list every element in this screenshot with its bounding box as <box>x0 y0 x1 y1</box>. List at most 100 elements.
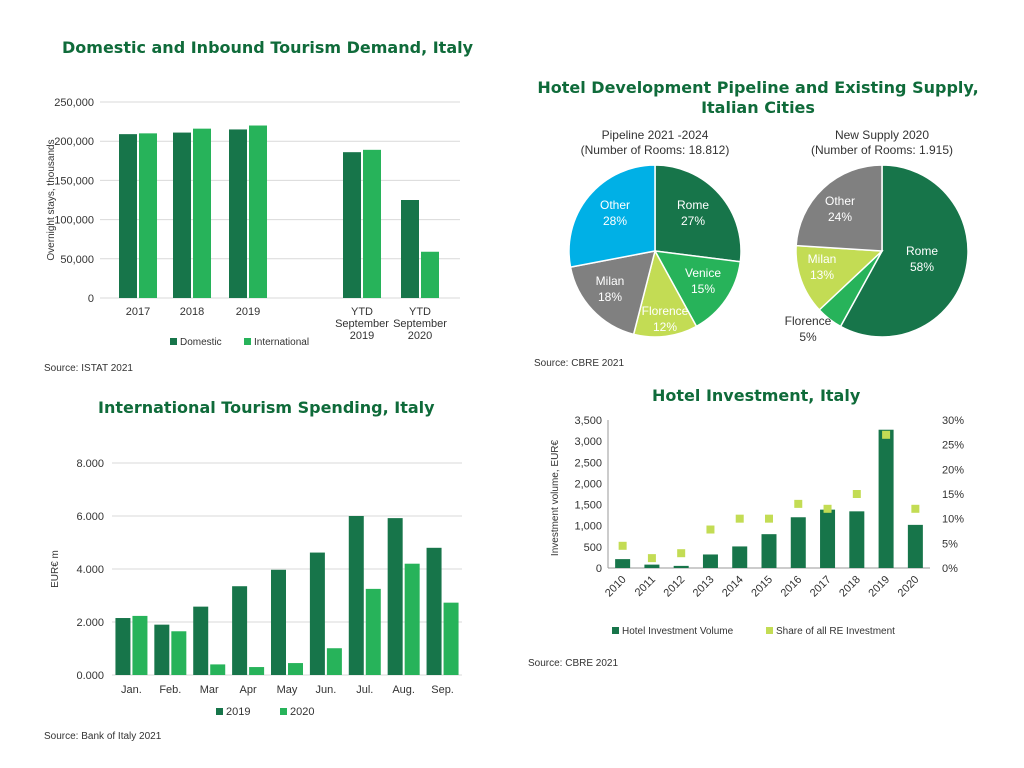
x-tick-label: September <box>393 318 447 330</box>
x-tick-label: Jan. <box>121 684 142 696</box>
legend-label: Domestic <box>180 337 222 348</box>
pie2-title-line2: (Number of Rooms: 1.915) <box>811 143 953 157</box>
bar-2019 <box>154 624 170 675</box>
pie1-slice-label: Milan <box>596 274 625 288</box>
bar-investment-volume <box>732 546 748 568</box>
y-tick-label: 150,000 <box>54 175 94 187</box>
pipeline-title-line1: Hotel Development Pipeline and Existing … <box>537 78 979 97</box>
share-marker <box>618 541 627 550</box>
pie2-slice-value: 24% <box>828 210 852 224</box>
bar-investment-volume <box>790 517 806 568</box>
share-marker <box>647 554 656 563</box>
x-tick-label: September <box>335 318 389 330</box>
y-tick-label: 0 <box>596 563 602 575</box>
pie1-slice-value: 12% <box>653 320 677 334</box>
y-tick-label: 6.000 <box>76 511 104 523</box>
y2-tick-label: 15% <box>942 489 964 501</box>
pie1-slice-value: 15% <box>691 282 715 296</box>
y-tick-label: 1,000 <box>574 521 602 533</box>
bar-investment-volume <box>907 524 923 568</box>
pie1-title-line2: (Number of Rooms: 18.812) <box>581 143 730 157</box>
bar-investment-volume <box>615 559 631 568</box>
domestic-chart-title: Domestic and Inbound Tourism Demand, Ita… <box>62 38 474 57</box>
pie1-slice-rome <box>654 164 742 263</box>
x-tick-label: Jul. <box>356 684 373 696</box>
y-tick-label: 4.000 <box>76 564 104 576</box>
bar-2020 <box>171 631 187 675</box>
bar-investment-volume <box>761 534 777 568</box>
x-tick-label: 2018 <box>180 306 204 318</box>
x-tick-label: 2011 <box>633 574 658 599</box>
x-tick-label: Mar <box>200 684 219 696</box>
bar-domestic <box>343 152 361 298</box>
x-tick-label: Jun. <box>315 684 336 696</box>
x-tick-label: Aug. <box>392 684 415 696</box>
share-marker <box>794 499 803 508</box>
pie1-title-line1: Pipeline 2021 -2024 <box>602 128 709 142</box>
x-tick-label: 2015 <box>749 574 775 600</box>
y-tick-label: 8.000 <box>76 458 104 470</box>
investment-source: Source: CBRE 2021 <box>528 658 619 669</box>
y-axis-label: Overnight stays, thousands <box>46 139 57 260</box>
pipeline-pies: Pipeline 2021 -2024 (Number of Rooms: 18… <box>568 128 969 344</box>
x-tick-label: 2016 <box>779 574 805 600</box>
bar-investment-volume <box>644 564 660 568</box>
share-marker <box>765 514 773 523</box>
pie1-slice-label: Florence <box>642 304 689 318</box>
x-tick-label: 2017 <box>808 574 834 600</box>
bar-2019 <box>193 606 209 675</box>
y-tick-label: 0 <box>88 293 94 305</box>
spending-chart: 0.000 2.000 4.000 6.000 8.000 EUR€ m Jan. Feb. M… <box>50 458 462 718</box>
x-tick-label: 2012 <box>662 574 688 600</box>
bar-investment-volume <box>702 554 718 568</box>
pie1-slice-value: 18% <box>598 290 622 304</box>
bar-2020 <box>210 664 226 675</box>
bar-2020 <box>326 648 342 675</box>
share-marker <box>911 504 920 513</box>
y2-tick-label: 0% <box>942 563 958 575</box>
legend-label: International <box>254 337 309 348</box>
investment-chart: 0 500 1,000 1,500 2,000 2,500 3,000 3,500 0% 5% 10… <box>550 415 964 637</box>
y-tick-label: 500 <box>584 542 602 554</box>
x-tick-label: 2017 <box>126 306 150 318</box>
pie2-slice-value: 58% <box>910 260 934 274</box>
y-tick-label: 50,000 <box>60 254 94 266</box>
bar-domestic <box>229 129 247 298</box>
share-marker <box>823 504 832 513</box>
pie2-title-line1: New Supply 2020 <box>835 128 929 142</box>
x-tick-label: 2019 <box>866 574 892 600</box>
bar-international <box>363 149 381 298</box>
legend-swatch <box>244 338 251 345</box>
legend-swatch <box>612 627 619 634</box>
pie1-slice-label: Rome <box>677 198 709 212</box>
bar-domestic <box>119 134 137 298</box>
bar-international <box>139 133 157 298</box>
pipeline-chart-title: Hotel Development Pipeline and Existing … <box>528 78 988 118</box>
x-tick-label: 2013 <box>691 574 717 600</box>
bar-international <box>249 125 267 298</box>
pie1-slice-venice <box>653 250 742 328</box>
pie2-slice-other <box>795 164 883 252</box>
bar-2019 <box>426 547 442 675</box>
legend-label: 2020 <box>290 706 314 718</box>
bar-investment-volume <box>820 509 836 568</box>
share-marker <box>852 490 861 498</box>
bar-2019 <box>232 586 248 675</box>
spending-chart-title: International Tourism Spending, Italy <box>98 398 435 417</box>
bar-2019 <box>309 552 325 675</box>
x-tick-label: May <box>277 684 298 696</box>
bar-domestic <box>173 132 191 298</box>
bar-2019 <box>271 569 286 675</box>
bar-domestic <box>401 200 419 298</box>
y-axis-label: EUR€ m <box>50 550 61 588</box>
pie2-slice-label: Other <box>825 194 855 208</box>
share-marker <box>677 549 686 558</box>
bar-2020 <box>443 602 459 675</box>
pie2-slice-milan <box>795 244 884 311</box>
y-tick-label: 2,000 <box>574 478 602 490</box>
pie2-slice-rome <box>839 164 969 338</box>
x-tick-label: 2020 <box>896 574 922 600</box>
y-tick-label: 1,500 <box>574 500 602 512</box>
pie2-slice-value: 13% <box>810 268 834 282</box>
bar-investment-volume <box>878 429 894 568</box>
